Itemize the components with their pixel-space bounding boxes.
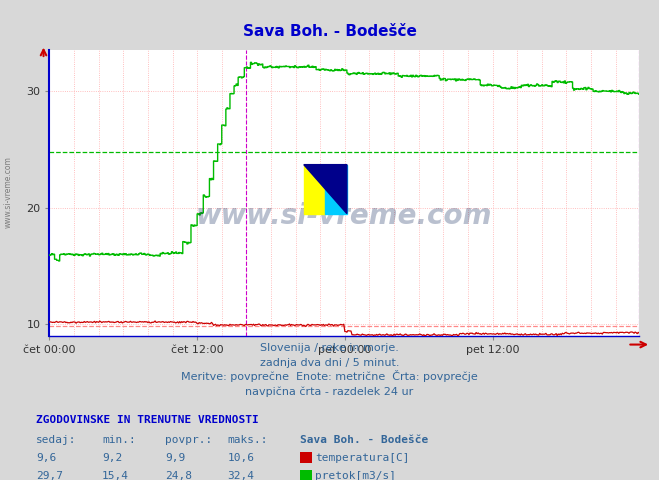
Text: pretok[m3/s]: pretok[m3/s] [315, 471, 396, 480]
Text: 32,4: 32,4 [227, 471, 254, 480]
Text: ZGODOVINSKE IN TRENUTNE VREDNOSTI: ZGODOVINSKE IN TRENUTNE VREDNOSTI [36, 415, 259, 425]
Text: Meritve: povprečne  Enote: metrične  Črta: povprečje: Meritve: povprečne Enote: metrične Črta:… [181, 370, 478, 382]
Text: 10,6: 10,6 [227, 453, 254, 463]
Text: povpr.:: povpr.: [165, 434, 212, 444]
Text: 9,6: 9,6 [36, 453, 57, 463]
Text: min.:: min.: [102, 434, 136, 444]
Bar [326, 165, 347, 214]
Text: temperatura[C]: temperatura[C] [315, 453, 409, 463]
Text: Slovenija / reke in morje.: Slovenija / reke in morje. [260, 343, 399, 353]
Text: www.si-vreme.com: www.si-vreme.com [196, 202, 492, 230]
Text: maks.:: maks.: [227, 434, 268, 444]
Text: 15,4: 15,4 [102, 471, 129, 480]
Text: zadnja dva dni / 5 minut.: zadnja dva dni / 5 minut. [260, 358, 399, 368]
Bar [304, 165, 326, 214]
Polygon shape [304, 165, 347, 214]
Text: www.si-vreme.com: www.si-vreme.com [3, 156, 13, 228]
Text: 9,2: 9,2 [102, 453, 123, 463]
Text: Sava Boh. - Bodešče: Sava Boh. - Bodešče [300, 434, 428, 444]
Text: 9,9: 9,9 [165, 453, 185, 463]
Text: 24,8: 24,8 [165, 471, 192, 480]
Text: navpična črta - razdelek 24 ur: navpična črta - razdelek 24 ur [245, 386, 414, 396]
Text: Sava Boh. - Bodešče: Sava Boh. - Bodešče [243, 24, 416, 39]
Text: 29,7: 29,7 [36, 471, 63, 480]
Text: sedaj:: sedaj: [36, 434, 76, 444]
